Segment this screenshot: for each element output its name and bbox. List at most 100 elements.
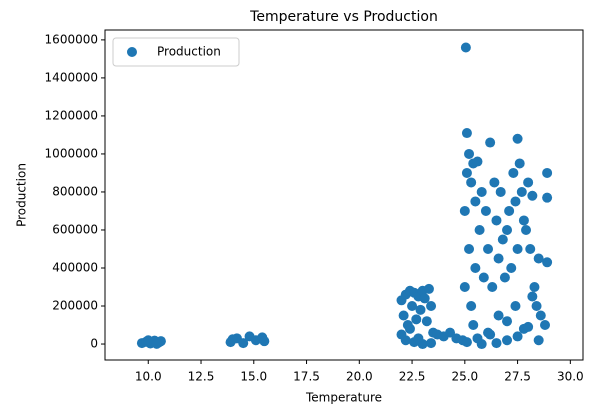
y-tick-label: 1600000 (45, 32, 98, 46)
point (542, 257, 553, 268)
point (510, 301, 521, 312)
point (464, 243, 475, 254)
point (413, 333, 424, 344)
point (487, 282, 498, 293)
point (411, 314, 422, 325)
point (540, 320, 551, 331)
point (259, 336, 270, 347)
point (466, 177, 477, 188)
point (461, 337, 472, 348)
point (493, 253, 504, 264)
point (227, 334, 238, 345)
point (143, 335, 154, 346)
x-tick-label: 12.5 (188, 370, 215, 384)
point (478, 272, 489, 283)
y-tick-label: 0 (90, 337, 98, 351)
point (510, 196, 521, 207)
point (404, 323, 415, 334)
point (470, 262, 481, 273)
x-tick-label: 22.5 (399, 370, 426, 384)
point (533, 335, 544, 346)
y-tick-label: 800000 (52, 184, 98, 198)
point (398, 310, 409, 321)
y-tick-label: 1400000 (45, 70, 98, 84)
point (472, 156, 483, 167)
axes-frame (104, 29, 584, 361)
point (518, 215, 529, 226)
point (508, 167, 519, 178)
legend-label: Production (157, 45, 221, 59)
point (464, 148, 475, 159)
point (502, 335, 513, 346)
point (423, 283, 434, 294)
point (474, 224, 485, 235)
point (415, 304, 426, 315)
point (470, 196, 481, 207)
point (495, 186, 506, 197)
x-tick-label: 27.5 (504, 370, 531, 384)
point (468, 320, 479, 331)
point (480, 205, 491, 216)
point (421, 316, 432, 327)
point (523, 177, 534, 188)
x-tick-label: 20.0 (346, 370, 373, 384)
y-tick-label: 400000 (52, 260, 98, 274)
point (523, 321, 534, 332)
point (497, 234, 508, 245)
point (502, 316, 513, 327)
legend-box (112, 37, 240, 67)
plot-area (136, 42, 553, 350)
point (516, 186, 527, 197)
point (506, 262, 517, 273)
point (485, 137, 496, 148)
point (542, 167, 553, 178)
point (419, 293, 430, 304)
point (521, 224, 532, 235)
point (460, 42, 471, 53)
point (461, 128, 472, 139)
point (512, 133, 523, 144)
point (533, 253, 544, 264)
point (407, 301, 418, 312)
point (238, 338, 249, 349)
point (529, 282, 540, 293)
point (525, 243, 536, 254)
point (466, 301, 477, 312)
y-tick-label: 600000 (52, 222, 98, 236)
legend-marker (127, 47, 137, 57)
x-tick-label: 10.0 (135, 370, 162, 384)
x-tick-label: 30.0 (557, 370, 584, 384)
point (527, 190, 538, 201)
point (483, 327, 494, 338)
point (535, 310, 546, 321)
chart-title: Temperature vs Production (249, 9, 438, 25)
x-tick-label: 25.0 (451, 370, 478, 384)
y-axis-label: Production (15, 163, 29, 227)
point (512, 331, 523, 342)
point (531, 301, 542, 312)
point (459, 282, 470, 293)
point (489, 177, 500, 188)
point (491, 338, 502, 349)
point (512, 243, 523, 254)
point (527, 291, 538, 302)
point (483, 243, 494, 254)
x-tick-label: 15.0 (240, 370, 267, 384)
x-axis-label: Temperature (305, 391, 382, 405)
point (499, 272, 510, 283)
x-tick-label: 17.5 (293, 370, 320, 384)
point (151, 338, 162, 349)
point (514, 158, 525, 169)
point (493, 310, 504, 321)
point (476, 186, 487, 197)
point (472, 333, 483, 344)
point (504, 205, 515, 216)
point (491, 215, 502, 226)
point (400, 335, 411, 346)
y-tick-label: 1000000 (45, 146, 98, 160)
point (502, 224, 513, 235)
point (426, 301, 437, 312)
point (459, 205, 470, 216)
